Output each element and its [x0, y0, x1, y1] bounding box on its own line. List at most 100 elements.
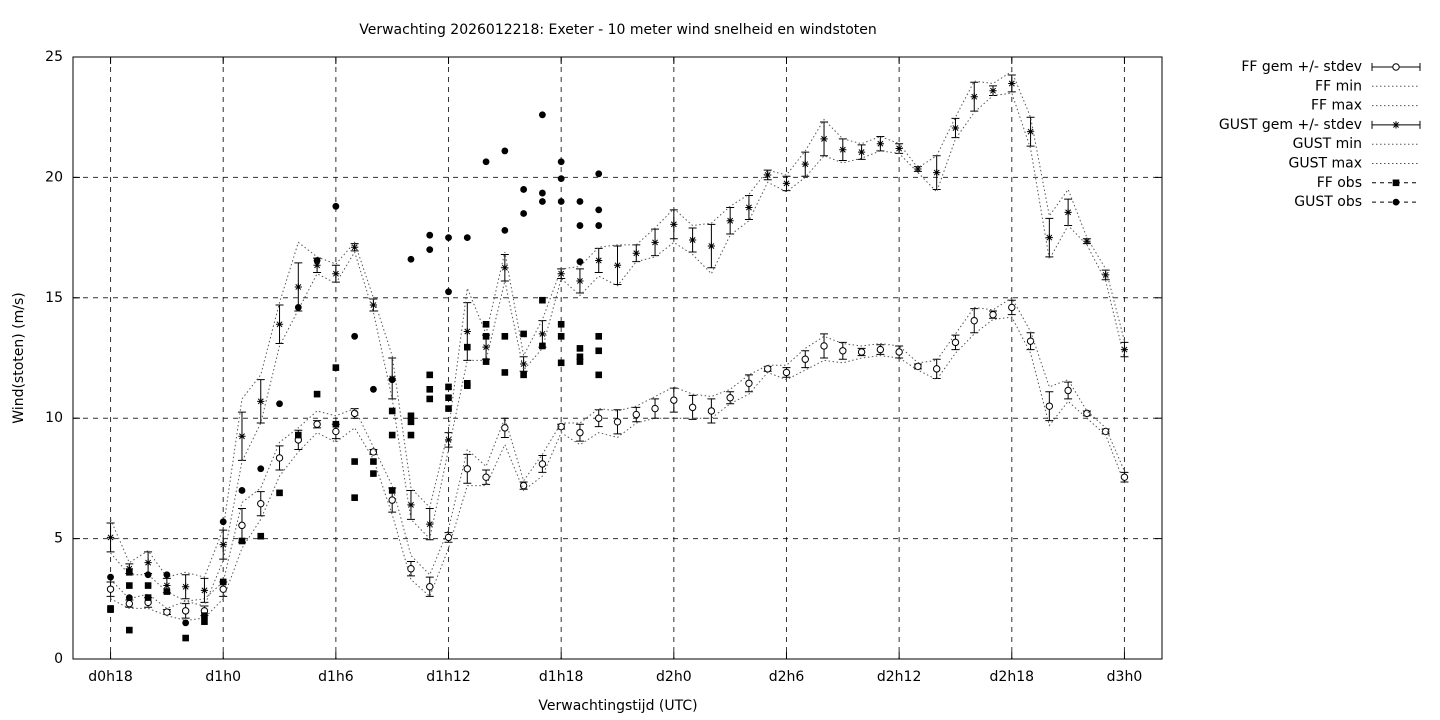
mean-point	[407, 565, 415, 573]
y-tick-label: 25	[45, 49, 63, 65]
obs-point	[313, 257, 321, 264]
mean-point	[970, 93, 978, 101]
mean-point	[1026, 337, 1035, 345]
mean-point	[576, 428, 584, 437]
obs-point	[445, 394, 452, 402]
obs-point	[238, 487, 246, 494]
mean-point	[482, 343, 490, 351]
mean-point	[595, 414, 603, 422]
legend-label: FF gem +/- stdev	[1241, 59, 1362, 75]
mean-point	[519, 481, 528, 490]
obs-point	[557, 320, 565, 328]
x-tick-label: d2h18	[990, 669, 1034, 685]
legend-marker	[1392, 179, 1400, 187]
obs-point	[482, 158, 490, 166]
obs-point	[426, 231, 434, 239]
mean-point	[951, 124, 960, 132]
mean-point	[1101, 427, 1110, 436]
mean-point	[989, 87, 997, 95]
obs-point	[482, 333, 490, 340]
mean-point	[632, 410, 640, 419]
mean-point	[426, 583, 434, 591]
mean-point	[332, 270, 340, 278]
x-tick-label: d2h6	[769, 669, 805, 685]
obs-point	[332, 364, 340, 371]
obs-point	[445, 405, 452, 412]
obs-point	[426, 246, 434, 254]
obs-point	[388, 407, 396, 415]
obs-point	[576, 358, 584, 365]
mean-point	[501, 264, 509, 272]
mean-point	[613, 261, 622, 269]
obs-point	[595, 206, 603, 214]
mean-point	[1064, 386, 1072, 395]
obs-point	[163, 571, 171, 579]
mean-point	[876, 140, 884, 148]
mean-point	[1120, 345, 1129, 354]
mean-point	[782, 368, 791, 377]
obs-point	[557, 175, 565, 183]
mean-point	[163, 581, 171, 590]
mean-point	[613, 418, 622, 426]
y-tick-label: 0	[54, 651, 63, 667]
legend-label: GUST max	[1289, 156, 1363, 172]
mean-point	[651, 404, 659, 413]
mean-point	[369, 448, 378, 456]
mean-point	[388, 496, 396, 504]
obs-point	[388, 431, 396, 439]
mean-point	[163, 608, 171, 616]
obs-point	[520, 371, 527, 379]
mean-point	[707, 407, 716, 415]
mean-point	[1083, 237, 1091, 245]
mean-point	[238, 521, 246, 530]
obs-point	[576, 198, 584, 205]
mean-point	[595, 256, 603, 265]
x-tick-label: d2h12	[877, 669, 921, 685]
mean-point	[632, 249, 640, 257]
obs-point	[182, 634, 189, 642]
obs-point	[445, 234, 452, 242]
mean-point	[275, 454, 284, 462]
mean-point	[745, 379, 753, 387]
obs-point	[463, 343, 471, 351]
obs-point	[182, 619, 190, 627]
obs-point	[126, 582, 133, 589]
legend-label: GUST obs	[1294, 194, 1362, 210]
obs-point	[501, 147, 509, 155]
x-axis-label: Verwachtingstijd (UTC)	[538, 698, 697, 714]
mean-point	[1008, 79, 1016, 88]
mean-point	[426, 520, 434, 528]
range-line	[110, 92, 1125, 607]
mean-point	[294, 283, 302, 291]
obs-point	[595, 222, 603, 229]
legend-marker	[1392, 198, 1400, 206]
x-tick-label: d1h12	[426, 669, 470, 685]
mean-point	[1008, 303, 1016, 312]
mean-point	[501, 424, 509, 432]
obs-point	[445, 383, 452, 391]
obs-point	[107, 605, 114, 612]
obs-point	[107, 573, 114, 581]
y-axis-label: Wind(stoten) (m/s)	[11, 292, 27, 423]
obs-point	[201, 612, 208, 619]
mean-point	[914, 362, 922, 371]
obs-point	[144, 571, 152, 579]
mean-point	[463, 465, 471, 473]
mean-point	[933, 168, 941, 177]
obs-point	[463, 234, 471, 242]
legend-label: FF obs	[1317, 175, 1362, 191]
mean-point	[144, 559, 152, 567]
y-tick-label: 20	[45, 169, 63, 185]
mean-point	[1120, 473, 1129, 481]
mean-point	[238, 432, 246, 440]
mean-point	[688, 403, 697, 412]
obs-point	[219, 518, 227, 526]
obs-point	[370, 470, 377, 477]
mean-point	[125, 565, 133, 573]
obs-point	[295, 431, 302, 439]
legend-label: GUST min	[1293, 136, 1362, 152]
mean-point	[520, 360, 528, 368]
mean-point	[1045, 234, 1053, 242]
mean-point	[313, 261, 321, 269]
mean-point	[820, 342, 828, 350]
